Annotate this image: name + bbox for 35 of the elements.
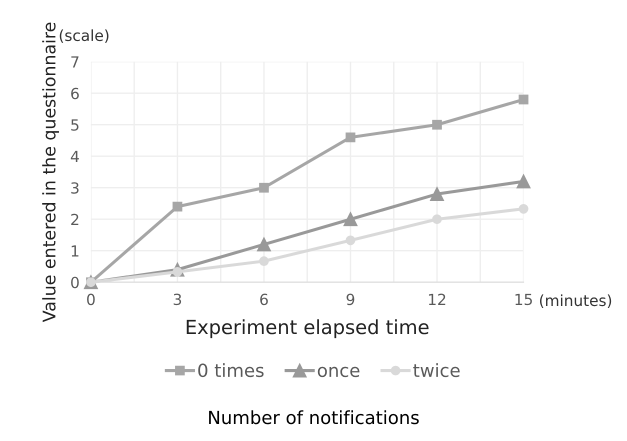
y-tick-label: 1 — [72, 245, 78, 257]
point — [432, 120, 442, 130]
text: (scale) — [60, 29, 108, 43]
text: (minutes) — [540, 294, 612, 308]
point — [172, 202, 182, 212]
point — [432, 214, 442, 224]
x-tick-label: 6 — [260, 294, 268, 306]
y-tick-label: 5 — [71, 119, 78, 131]
legend-label: twice — [413, 363, 460, 378]
y-tick-label: 0 — [71, 276, 79, 288]
legend-label: once — [318, 366, 360, 378]
y-tick-label: 2 — [71, 214, 78, 226]
x-tick-label: 9 — [346, 294, 354, 306]
point — [346, 235, 356, 246]
point — [259, 182, 269, 193]
legend-label: 0 times — [198, 363, 264, 378]
point — [259, 256, 269, 266]
x-tick-label: 15 — [516, 294, 532, 306]
x-axis-title: Experiment elapsed time — [186, 319, 429, 338]
x-tick-label: 3 — [174, 294, 182, 306]
point — [430, 187, 444, 201]
point — [518, 94, 528, 104]
point — [344, 212, 358, 226]
y-tick-label: 3 — [71, 182, 79, 194]
y-tick-label: 6 — [71, 88, 79, 100]
x-tick-label: 0 — [87, 294, 95, 306]
y-tick-label: 4 — [70, 150, 79, 162]
y-axis-title: Value entered in the questionnaire — [42, 22, 59, 322]
y-tick-label: 7 — [71, 56, 78, 68]
point — [346, 132, 356, 142]
point — [257, 237, 271, 252]
x-tick-label: 12 — [428, 294, 446, 305]
point — [518, 204, 528, 214]
legend-title: Number of notifications — [209, 410, 419, 424]
point — [516, 174, 530, 188]
